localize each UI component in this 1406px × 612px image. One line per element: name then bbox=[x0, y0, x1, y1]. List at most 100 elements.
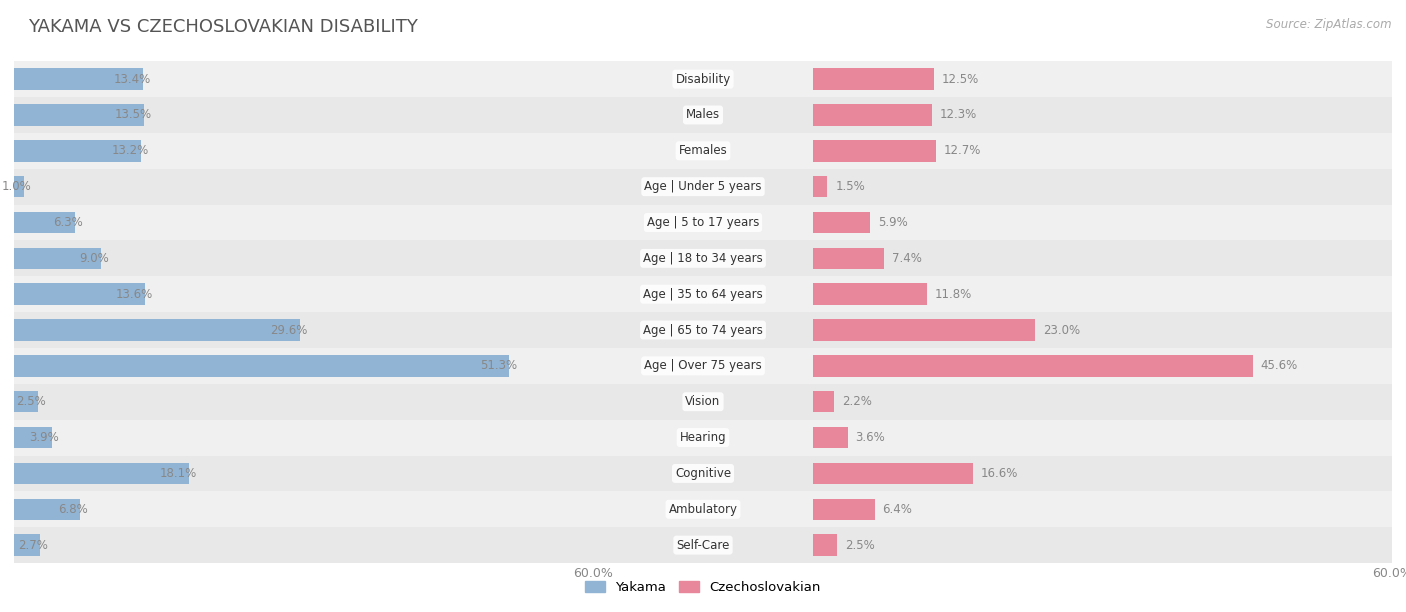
Bar bbox=[14, 355, 509, 376]
Bar bbox=[14, 527, 593, 563]
Bar bbox=[813, 391, 834, 412]
Bar bbox=[813, 384, 1392, 420]
Bar bbox=[593, 491, 813, 527]
Text: 2.5%: 2.5% bbox=[845, 539, 875, 551]
Bar bbox=[813, 241, 1392, 276]
Bar bbox=[593, 241, 813, 276]
Bar bbox=[593, 312, 813, 348]
Text: Age | Over 75 years: Age | Over 75 years bbox=[644, 359, 762, 372]
Bar bbox=[813, 427, 848, 449]
Text: 2.2%: 2.2% bbox=[842, 395, 872, 408]
Bar bbox=[593, 384, 813, 420]
Text: 6.3%: 6.3% bbox=[53, 216, 83, 229]
Text: 13.6%: 13.6% bbox=[115, 288, 153, 300]
Bar bbox=[593, 97, 813, 133]
Text: Source: ZipAtlas.com: Source: ZipAtlas.com bbox=[1267, 18, 1392, 31]
Bar bbox=[593, 420, 813, 455]
Bar bbox=[813, 133, 1392, 169]
Text: 16.6%: 16.6% bbox=[981, 467, 1018, 480]
Bar bbox=[813, 534, 837, 556]
Bar bbox=[14, 61, 593, 97]
Bar bbox=[14, 420, 593, 455]
Bar bbox=[14, 133, 593, 169]
Text: YAKAMA VS CZECHOSLOVAKIAN DISABILITY: YAKAMA VS CZECHOSLOVAKIAN DISABILITY bbox=[28, 18, 418, 36]
Bar bbox=[813, 455, 1392, 491]
Bar bbox=[14, 384, 593, 420]
Text: Ambulatory: Ambulatory bbox=[668, 503, 738, 516]
Text: 5.9%: 5.9% bbox=[877, 216, 907, 229]
Bar bbox=[813, 348, 1392, 384]
Text: 13.4%: 13.4% bbox=[114, 73, 150, 86]
Bar bbox=[813, 463, 973, 484]
Bar bbox=[813, 169, 1392, 204]
Bar bbox=[813, 527, 1392, 563]
Bar bbox=[14, 348, 593, 384]
Bar bbox=[14, 312, 593, 348]
Text: 18.1%: 18.1% bbox=[159, 467, 197, 480]
Bar bbox=[14, 319, 299, 341]
Bar bbox=[14, 499, 80, 520]
Bar bbox=[813, 283, 927, 305]
Bar bbox=[813, 319, 1035, 341]
Bar bbox=[593, 61, 813, 97]
Bar bbox=[14, 204, 593, 241]
Text: Age | Under 5 years: Age | Under 5 years bbox=[644, 180, 762, 193]
Text: Age | 35 to 64 years: Age | 35 to 64 years bbox=[643, 288, 763, 300]
Bar bbox=[593, 169, 813, 204]
Bar bbox=[14, 212, 75, 233]
Bar bbox=[14, 534, 41, 556]
Bar bbox=[593, 133, 813, 169]
Text: 2.5%: 2.5% bbox=[15, 395, 46, 408]
Bar bbox=[14, 140, 142, 162]
Text: 11.8%: 11.8% bbox=[935, 288, 972, 300]
Bar bbox=[813, 61, 1392, 97]
Bar bbox=[813, 312, 1392, 348]
Text: 3.6%: 3.6% bbox=[855, 431, 886, 444]
Bar bbox=[813, 355, 1253, 376]
Text: 12.5%: 12.5% bbox=[942, 73, 979, 86]
Bar bbox=[813, 97, 1392, 133]
Text: 45.6%: 45.6% bbox=[1261, 359, 1298, 372]
Bar bbox=[813, 140, 935, 162]
Bar bbox=[593, 348, 813, 384]
Text: 6.8%: 6.8% bbox=[58, 503, 87, 516]
Bar bbox=[593, 276, 813, 312]
Bar bbox=[593, 527, 813, 563]
Text: 12.7%: 12.7% bbox=[943, 144, 980, 157]
Text: Age | 5 to 17 years: Age | 5 to 17 years bbox=[647, 216, 759, 229]
Bar bbox=[14, 241, 593, 276]
Text: 12.3%: 12.3% bbox=[939, 108, 977, 121]
Text: 2.7%: 2.7% bbox=[18, 539, 48, 551]
Text: 3.9%: 3.9% bbox=[30, 431, 59, 444]
Bar bbox=[14, 169, 593, 204]
Text: 1.5%: 1.5% bbox=[835, 180, 865, 193]
Bar bbox=[813, 212, 870, 233]
Bar bbox=[813, 276, 1392, 312]
Text: Self-Care: Self-Care bbox=[676, 539, 730, 551]
Bar bbox=[14, 427, 52, 449]
Text: 7.4%: 7.4% bbox=[893, 252, 922, 265]
Bar bbox=[14, 97, 593, 133]
Bar bbox=[14, 176, 24, 198]
Bar bbox=[813, 204, 1392, 241]
Bar bbox=[593, 204, 813, 241]
Bar bbox=[813, 499, 875, 520]
Text: 1.0%: 1.0% bbox=[1, 180, 31, 193]
Bar bbox=[14, 491, 593, 527]
Legend: Yakama, Czechoslovakian: Yakama, Czechoslovakian bbox=[579, 575, 827, 599]
Bar bbox=[813, 104, 932, 125]
Bar bbox=[813, 248, 884, 269]
Text: 23.0%: 23.0% bbox=[1043, 324, 1080, 337]
Text: Females: Females bbox=[679, 144, 727, 157]
Bar bbox=[813, 69, 934, 90]
Bar bbox=[14, 104, 145, 125]
Bar bbox=[14, 276, 593, 312]
Bar bbox=[14, 455, 593, 491]
Bar bbox=[14, 248, 101, 269]
Text: 6.4%: 6.4% bbox=[883, 503, 912, 516]
Text: Age | 18 to 34 years: Age | 18 to 34 years bbox=[643, 252, 763, 265]
Text: Disability: Disability bbox=[675, 73, 731, 86]
Text: 9.0%: 9.0% bbox=[79, 252, 108, 265]
Bar bbox=[14, 463, 188, 484]
Bar bbox=[593, 455, 813, 491]
